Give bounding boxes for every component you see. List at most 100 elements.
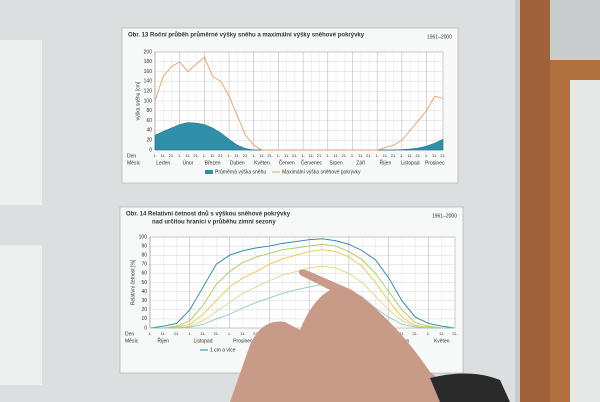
- x-tick-label: 21.: [341, 153, 347, 158]
- x-tick-label: 11.: [284, 153, 289, 158]
- x-tick-label: 1.: [178, 153, 181, 158]
- y-tick-label: 100: [144, 98, 153, 104]
- x-tick-label: 1.: [425, 153, 428, 158]
- month-label: Březen: [205, 160, 221, 166]
- line: [149, 238, 456, 329]
- row-label: Měsíc: [125, 338, 139, 344]
- month-label: Červen: [279, 159, 295, 166]
- month-label: Říjen: [157, 336, 169, 344]
- month-label: Prosinec: [425, 160, 445, 166]
- x-tick-label: 1.: [252, 153, 255, 158]
- window: [570, 80, 600, 402]
- x-tick-label: 21.: [218, 153, 224, 158]
- month-label: Srpen: [329, 160, 343, 166]
- month-label: Květen: [254, 160, 270, 166]
- y-tick-label: 70: [141, 262, 147, 268]
- y-tick-label: 40: [146, 128, 152, 134]
- line: [150, 283, 455, 329]
- y-tick-label: 20: [146, 138, 152, 144]
- y-tick-label: 100: [139, 234, 148, 240]
- row-label: Měsíc: [127, 160, 141, 166]
- side-panel: [0, 245, 42, 385]
- period: 1961–2000: [427, 34, 452, 40]
- x-tick-label: 21.: [174, 331, 180, 336]
- x-tick-label: 21.: [440, 153, 446, 158]
- month-label: Prosinec: [233, 338, 253, 344]
- x-tick-label: 1.: [203, 153, 206, 158]
- x-tick-label: 1.: [427, 331, 430, 336]
- y-tick-label: 0: [144, 325, 147, 331]
- x-tick-label: 1.: [326, 153, 329, 158]
- y-tick-label: 180: [144, 59, 153, 65]
- period: 1961–2000: [432, 213, 457, 219]
- x-tick-label: 11.: [399, 331, 404, 336]
- x-tick-label: 11.: [432, 153, 437, 158]
- y-tick-label: 120: [144, 89, 153, 95]
- month-label: Listopad: [401, 160, 420, 166]
- y-tick-label: 90: [141, 243, 147, 249]
- y-tick-label: 60: [141, 271, 147, 277]
- line: [150, 243, 455, 329]
- chart-subtitle: nad určitou hranicí v průběhu zimní sezo…: [152, 219, 276, 226]
- x-tick-label: 11.: [235, 153, 240, 158]
- x-tick-label: 11.: [161, 331, 166, 336]
- x-tick-label: 21.: [452, 331, 458, 336]
- x-tick-label: 21.: [169, 153, 175, 158]
- y-axis-label: výška sněhu [cm]: [135, 81, 141, 120]
- y-tick-label: 160: [144, 69, 153, 75]
- y-tick-label: 200: [144, 49, 153, 55]
- x-tick-label: 11.: [200, 331, 205, 336]
- x-tick-label: 1.: [375, 153, 378, 158]
- x-tick-label: 21.: [267, 153, 273, 158]
- x-tick-label: 11.: [383, 153, 388, 158]
- row-label: Den: [127, 153, 136, 159]
- x-tick-label: 21.: [292, 153, 298, 158]
- x-tick-label: 1.: [228, 331, 231, 336]
- month-label: Únor: [182, 159, 193, 166]
- month-label: Listopad: [194, 338, 213, 344]
- x-tick-label: 11.: [439, 331, 444, 336]
- x-tick-label: 11.: [185, 153, 190, 158]
- x-tick-label: 21.: [317, 153, 323, 158]
- x-tick-label: 21.: [366, 153, 372, 158]
- y-tick-label: 80: [146, 108, 152, 114]
- y-tick-label: 60: [146, 118, 152, 124]
- x-tick-label: 11.: [333, 153, 338, 158]
- y-tick-label: 20: [141, 307, 147, 313]
- x-tick-label: 1.: [227, 153, 230, 158]
- legend-swatch: [205, 170, 213, 174]
- x-tick-label: 21.: [391, 153, 397, 158]
- line: [150, 249, 455, 329]
- legend-label: Maximální výška sněhové pokrývky: [282, 169, 361, 175]
- y-tick-label: 80: [141, 253, 147, 259]
- x-tick-label: 1.: [301, 153, 304, 158]
- y-tick-label: 140: [144, 79, 153, 85]
- y-tick-label: 30: [141, 298, 147, 304]
- side-panel: [0, 40, 42, 205]
- hand: [230, 269, 470, 402]
- x-tick-label: 21.: [214, 331, 220, 336]
- month-label: Říjen: [380, 158, 392, 166]
- month-label: Září: [356, 160, 366, 166]
- month-label: Duben: [230, 160, 245, 166]
- x-tick-label: 21.: [193, 153, 199, 158]
- chart-title: Obr. 13 Roční průběh průměrné výšky sněh…: [128, 32, 365, 39]
- x-tick-label: 1.: [351, 153, 354, 158]
- x-tick-label: 1.: [188, 331, 191, 336]
- legend-label: Průměrná výška sněhu: [215, 168, 266, 175]
- x-tick-label: 11.: [259, 153, 264, 158]
- x-tick-label: 11.: [161, 153, 166, 158]
- x-tick-label: 11.: [358, 153, 363, 158]
- y-tick-label: 0: [149, 147, 152, 153]
- x-tick-label: 21.: [412, 331, 418, 336]
- sleeve: [430, 373, 510, 402]
- chart-title: Obr. 14 Relativní četnost dnů s výškou s…: [126, 211, 291, 218]
- x-tick-label: 11.: [210, 153, 215, 158]
- row-label: Den: [125, 331, 134, 337]
- x-tick-label: 11.: [309, 153, 314, 158]
- y-axis-label: Relativní četnost [%]: [130, 259, 136, 305]
- x-tick-label: 1.: [400, 153, 403, 158]
- month-label: Červenec: [301, 159, 323, 166]
- x-tick-label: 1.: [148, 331, 151, 336]
- x-tick-label: 11.: [240, 331, 245, 336]
